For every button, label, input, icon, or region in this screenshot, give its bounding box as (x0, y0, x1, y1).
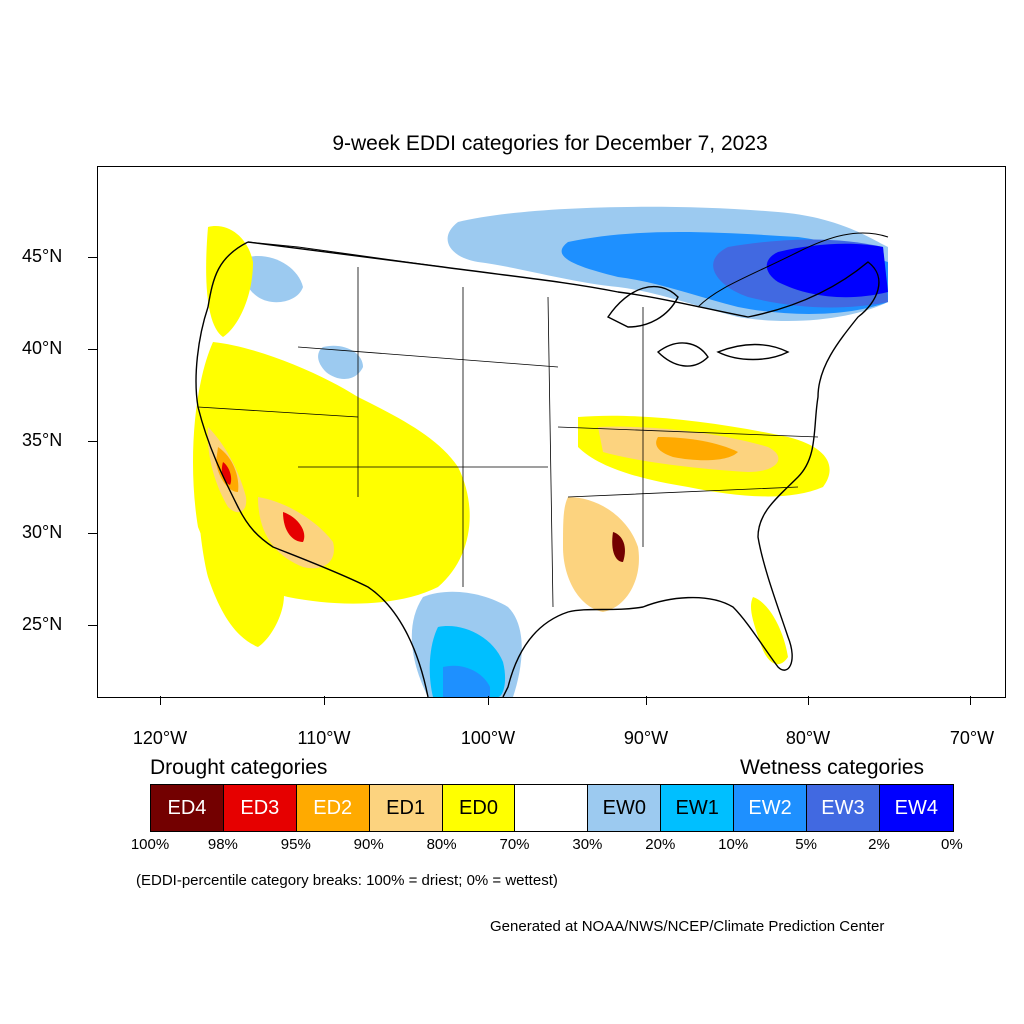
great-lakes (606, 286, 790, 367)
lon-label-80: 80°W (785, 728, 831, 748)
lon-label-120: 120°W (132, 728, 188, 748)
lon-label-100: 100°W (460, 728, 516, 748)
percentile-label: 20% (645, 836, 676, 853)
lat-label-35: 35°N (22, 430, 63, 450)
lon-label-110: 110°W (297, 728, 351, 748)
lon-label-70: 70°W (949, 728, 995, 748)
lat-tick (88, 349, 97, 350)
legend-color-bar: ED4 ED3 ED2 ED1 ED0 EW0 EW1 EW2 EW3 EW4 (150, 784, 954, 832)
percentile-label: 100% (130, 836, 170, 853)
lat-label-25: 25°N (22, 614, 63, 634)
legend-cell-ew4: EW4 (879, 785, 953, 831)
percentile-label: 90% (353, 836, 384, 853)
lon-tick (808, 696, 809, 705)
idaho-wet-patch (242, 256, 303, 303)
credit-line: Generated at NOAA/NWS/NCEP/Climate Predi… (490, 918, 885, 935)
us-outline (195, 241, 880, 697)
lon-tick (160, 696, 161, 705)
arizona-extreme (283, 512, 305, 542)
wetness-regions (242, 206, 888, 697)
lon-tick (488, 696, 489, 705)
lon-label-90: 90°W (623, 728, 669, 748)
category-note: (EDDI-percentile category breaks: 100% =… (136, 872, 558, 889)
new-england-extreme-wet (766, 243, 888, 298)
lon-tick (970, 696, 971, 705)
state-lines (197, 267, 819, 608)
percentile-label: 5% (795, 836, 817, 853)
legend-cell-ed2: ED2 (296, 785, 370, 831)
lower-mississippi-dry (563, 497, 639, 612)
lat-tick (88, 625, 97, 626)
pacific-northwest-dry (206, 226, 253, 337)
drought-heading: Drought categories (150, 756, 328, 779)
lat-tick (88, 257, 97, 258)
tennessee-severe (656, 437, 738, 461)
percentile-label: 95% (280, 836, 311, 853)
lat-label-40: 40°N (22, 338, 63, 358)
legend-cell-ed1: ED1 (369, 785, 443, 831)
lat-label-30: 30°N (22, 522, 63, 542)
lat-label-45: 45°N (22, 246, 63, 266)
canada-border (247, 232, 889, 308)
lat-tick (88, 533, 97, 534)
percentile-label: 10% (718, 836, 749, 853)
lower-mississippi-extreme (612, 532, 625, 562)
texas-extreme-wet (443, 665, 490, 697)
lat-tick (88, 441, 97, 442)
lon-tick (646, 696, 647, 705)
percentile-label: 0% (941, 836, 963, 853)
percentile-label: 30% (572, 836, 603, 853)
florida-dry (750, 597, 788, 665)
percentile-label: 80% (426, 836, 457, 853)
legend-cell-normal (515, 785, 589, 831)
percentile-label: 2% (868, 836, 890, 853)
legend-cell-ed4: ED4 (151, 785, 224, 831)
legend-cell-ew2: EW2 (734, 785, 808, 831)
legend-cell-ew3: EW3 (807, 785, 880, 831)
map-title: 9-week EDDI categories for December 7, 2… (332, 132, 768, 155)
utah-wet-patch (318, 345, 363, 379)
legend-cell-ed0: ED0 (442, 785, 516, 831)
boundaries (195, 232, 889, 697)
wetness-heading: Wetness categories (740, 756, 925, 779)
map-canvas (193, 206, 889, 697)
legend-cell-ew1: EW1 (661, 785, 735, 831)
percentile-label: 70% (499, 836, 530, 853)
lon-tick (324, 696, 325, 705)
eddi-map (97, 166, 1006, 698)
percentile-label: 98% (207, 836, 238, 853)
legend-cell-ed3: ED3 (223, 785, 297, 831)
legend-cell-ew0: EW0 (588, 785, 662, 831)
